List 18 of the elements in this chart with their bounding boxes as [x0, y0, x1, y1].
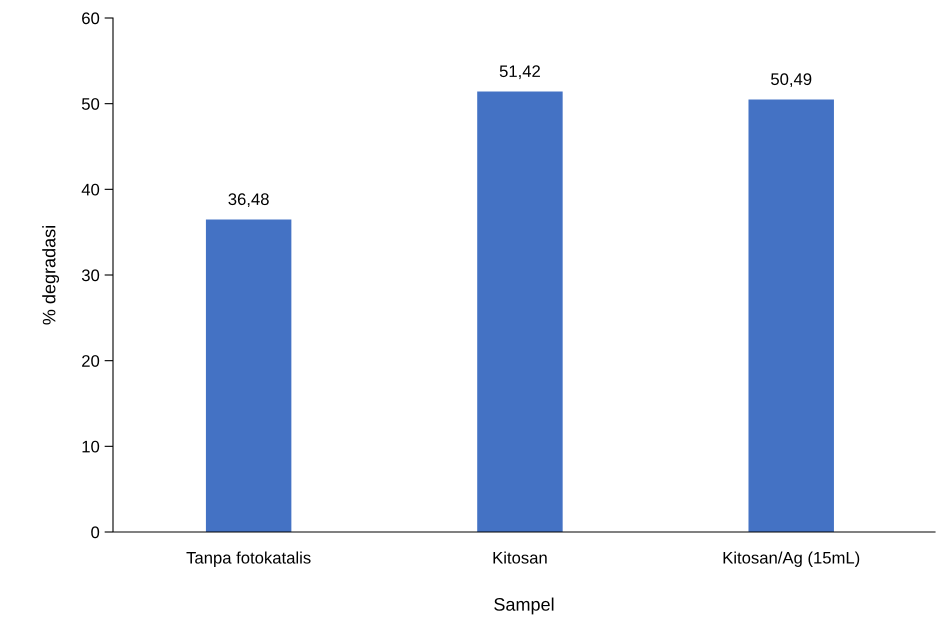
y-tick-label: 30	[82, 269, 100, 282]
x-tick-label: Kitosan	[494, 551, 547, 564]
x-tick-label: Kitosan/Ag (15mL)	[724, 551, 860, 567]
data-label: 36,48	[228, 193, 269, 208]
x-axis-title: Sampel	[494, 598, 554, 614]
data-label: 51,42	[500, 65, 540, 80]
y-tick-label: 10	[82, 440, 100, 453]
y-axis-title: % degradasi	[42, 226, 60, 325]
x-tick-label: Tanpa fotokatalis	[186, 551, 311, 567]
y-tick-label: 40	[82, 184, 100, 196]
y-tick-label: 0	[91, 526, 100, 538]
data-label: 50,49	[771, 73, 812, 88]
bar	[477, 92, 563, 532]
y-tick-label: 50	[82, 98, 100, 110]
y-tick-label: 60	[82, 12, 100, 24]
bar	[748, 99, 834, 532]
bar	[206, 219, 292, 532]
y-tick-label: 20	[82, 355, 100, 367]
